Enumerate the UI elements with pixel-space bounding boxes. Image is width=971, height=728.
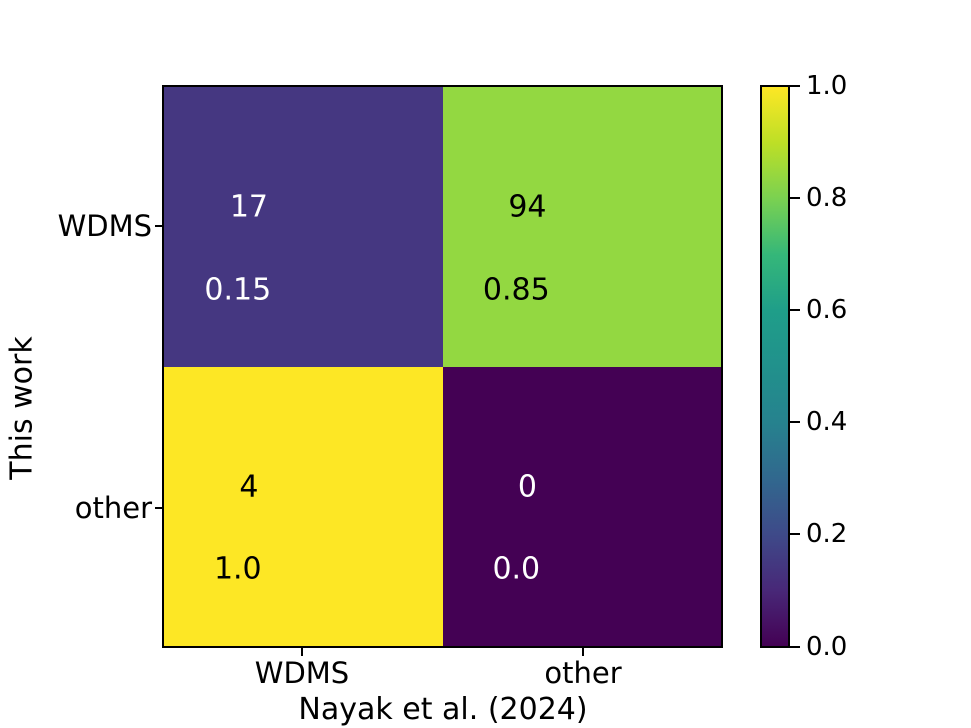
x-tick-label-wdms: WDMS (254, 656, 350, 690)
cell-count: 4 (239, 469, 259, 505)
colorbar-tick-label: 0.8 (806, 183, 848, 213)
colorbar-tick-mark (790, 309, 800, 311)
colorbar-tick-mark (790, 197, 800, 199)
cell-fraction: 0.15 (204, 272, 272, 308)
cell-wdms-wdms: 17 0.15 (164, 87, 443, 367)
colorbar-ticks: 1.0 0.8 0.6 0.4 0.2 0.0 (790, 71, 847, 662)
cell-count: 17 (229, 189, 269, 225)
colorbar-tick-label: 1.0 (806, 71, 848, 101)
heatmap-plot-area: 17 0.15 94 0.85 4 1.0 0 0.0 (162, 85, 723, 648)
x-tick-label-other: other (544, 656, 622, 690)
cell-wdms-other: 94 0.85 (442, 87, 721, 367)
colorbar-tick-mark (790, 421, 800, 423)
colorbar-tick-label: 0.6 (806, 295, 848, 325)
colorbar-tick-label: 0.4 (806, 407, 848, 437)
colorbar-tick-label: 0.2 (806, 519, 848, 549)
cell-fraction: 0.0 (492, 551, 541, 587)
cell-other-wdms: 4 1.0 (164, 366, 443, 646)
y-tick-mark (155, 225, 162, 227)
cell-fraction: 1.0 (213, 551, 262, 587)
x-tick-mark (301, 648, 303, 656)
colorbar-tick-mark (790, 85, 800, 87)
colorbar (760, 85, 790, 648)
colorbar-tick-mark (790, 533, 800, 535)
colorbar-gradient (762, 87, 788, 646)
y-tick-label-other: other (74, 491, 152, 525)
y-tick-mark (155, 507, 162, 509)
cell-fraction: 0.85 (482, 272, 550, 308)
colorbar-tick-label: 0.0 (806, 632, 848, 662)
x-axis-label: Nayak et al. (2024) (298, 692, 588, 727)
cell-other-other: 0 0.0 (442, 366, 721, 646)
y-tick-label-wdms: WDMS (57, 209, 152, 243)
y-axis-label: This work (4, 336, 40, 480)
cell-count: 94 (508, 189, 547, 225)
x-tick-mark (582, 648, 584, 656)
colorbar-tick-mark (790, 646, 800, 648)
cell-count: 0 (517, 469, 537, 505)
